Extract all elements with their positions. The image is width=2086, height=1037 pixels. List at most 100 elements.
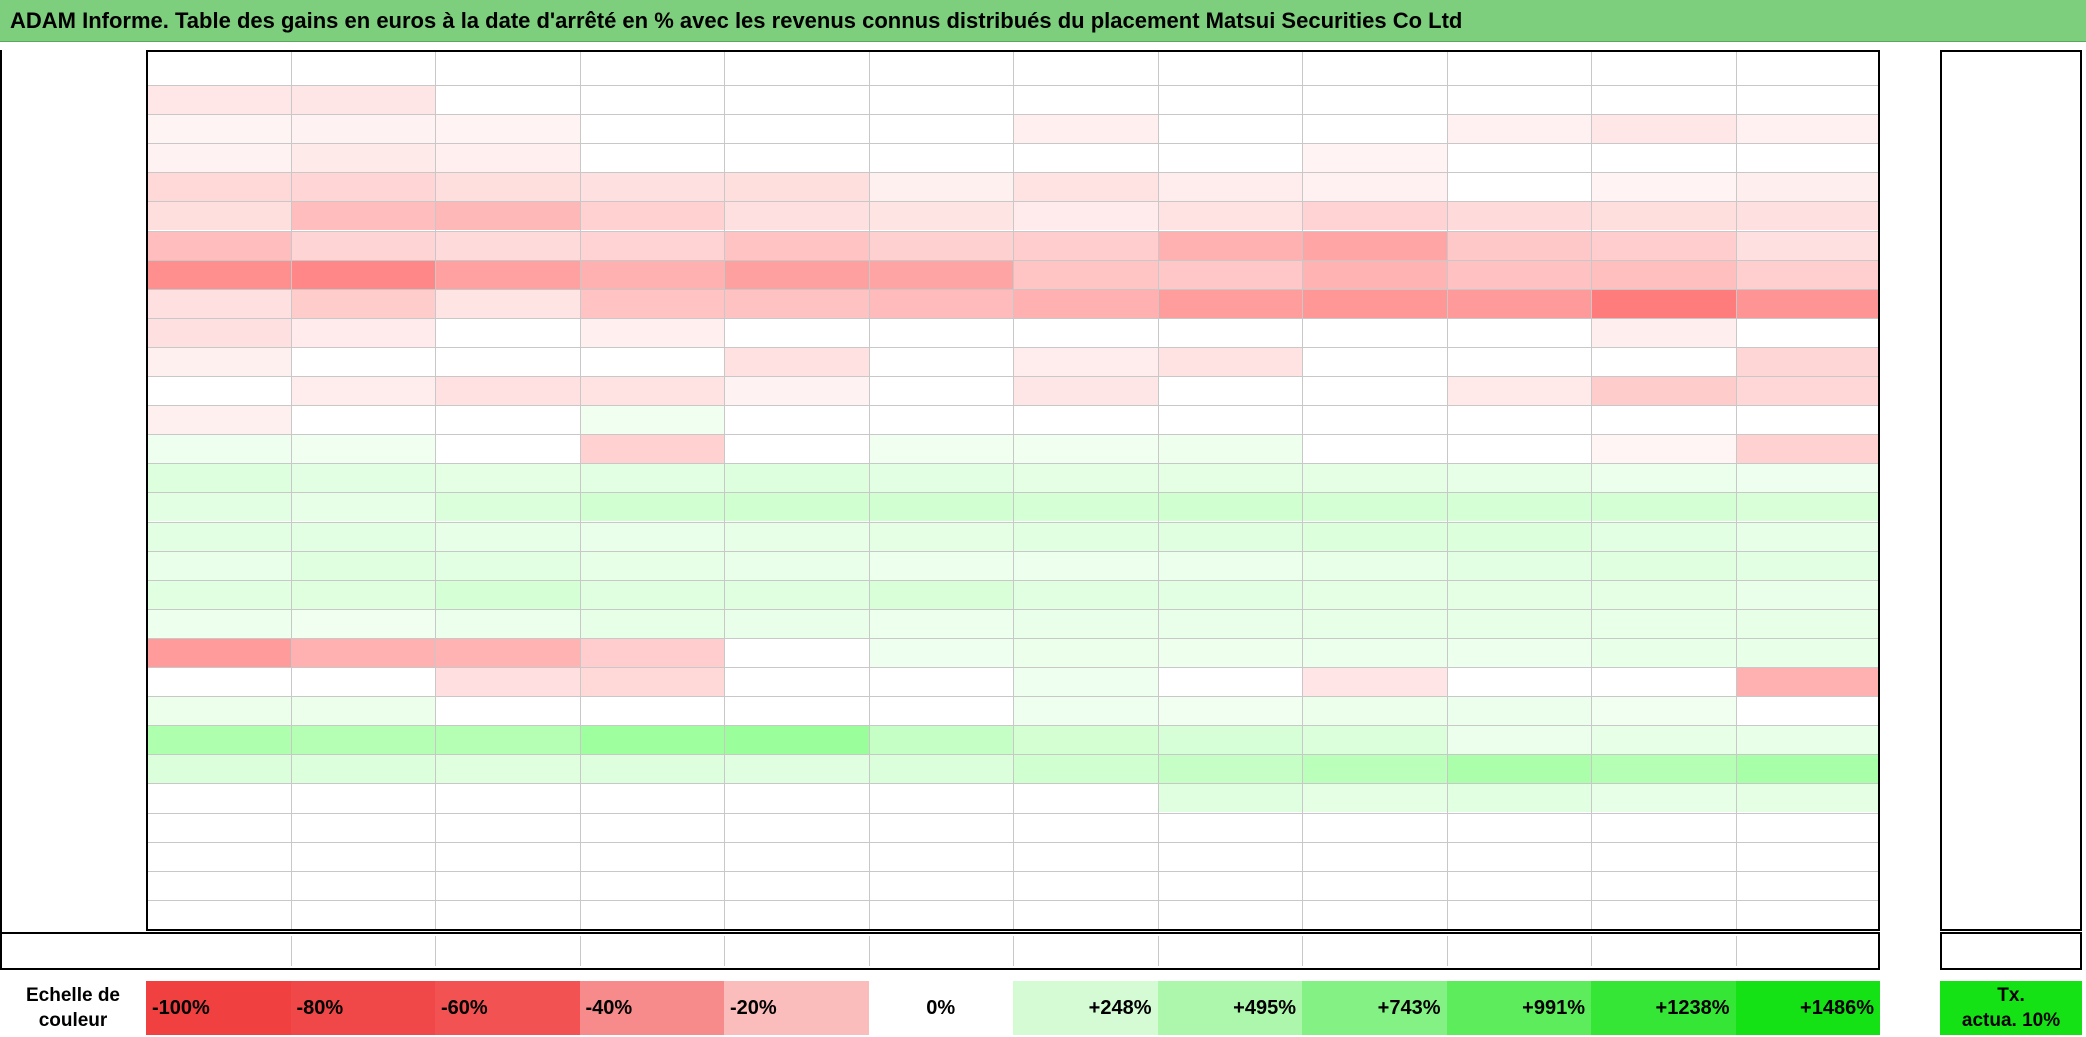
- heatmap-cell: [1592, 260, 1736, 289]
- color-scale-swatch: +495%: [1157, 981, 1302, 1035]
- heatmap-cell: [1159, 86, 1303, 114]
- grid-line: [1591, 50, 1592, 929]
- heatmap-cell: [1014, 814, 1158, 842]
- year-label: [0, 463, 146, 492]
- heatmap-cell: [869, 173, 1013, 202]
- heatmap-cell: [436, 260, 580, 289]
- heatmap-cell: [870, 901, 1014, 929]
- heatmap-cell: [147, 260, 291, 289]
- heatmap-cell: [1592, 755, 1736, 784]
- heatmap-cell: [1159, 668, 1303, 696]
- year-label: [0, 813, 146, 842]
- heatmap-cell: [1159, 901, 1303, 929]
- column-header: [1591, 50, 1736, 83]
- heatmap-cell: [869, 580, 1013, 609]
- rate-box-line: actua. 10%: [1961, 1010, 2061, 1031]
- heatmap-cell: [1303, 86, 1447, 114]
- heatmap-cell: [581, 843, 725, 871]
- heatmap-cell: [1592, 86, 1736, 114]
- heatmap-cell: [1592, 115, 1736, 144]
- heatmap-cell: [1014, 347, 1158, 376]
- heatmap-cell: [147, 872, 291, 900]
- heatmap-cell: [1592, 726, 1736, 755]
- heatmap-cell: [1447, 231, 1591, 260]
- heatmap-cell: [147, 231, 291, 260]
- rate-cell: [1940, 434, 2082, 463]
- heatmap-cell: [1303, 580, 1447, 609]
- footer-total-rate: [1940, 936, 2082, 966]
- heatmap-cell: [292, 784, 436, 812]
- grid-line: [146, 899, 1880, 901]
- heatmap-cell: [1447, 609, 1591, 638]
- heatmap-cell: [147, 668, 291, 696]
- heatmap-cell: [1014, 464, 1158, 493]
- heatmap-cell: [1014, 493, 1158, 522]
- heatmap-cell: [1303, 115, 1447, 143]
- heatmap-cell: [1158, 697, 1302, 726]
- heatmap-cell: [580, 406, 724, 435]
- heatmap-cell: [147, 755, 291, 784]
- grid-line: [146, 550, 1880, 552]
- heatmap-cell: [291, 144, 435, 173]
- heatmap-cell: [580, 551, 724, 580]
- year-label: [0, 551, 146, 580]
- rate-cell: [1940, 231, 2082, 260]
- heatmap-cell: [1158, 231, 1302, 260]
- heatmap-cell: [725, 522, 869, 551]
- heatmap-cell: [1448, 144, 1592, 172]
- grid-line: [1591, 936, 1592, 966]
- heatmap-cell: [1737, 843, 1881, 871]
- grid-line: [435, 936, 436, 966]
- heatmap-cell: [1592, 580, 1736, 609]
- heatmap-cell: [1447, 289, 1591, 318]
- heatmap-cell: [1159, 843, 1303, 871]
- heatmap-cell: [1303, 872, 1447, 900]
- grid-line: [146, 463, 1880, 465]
- heatmap-cell: [1592, 872, 1736, 900]
- rate-cell: [1940, 813, 2082, 842]
- heatmap-cell: [581, 872, 725, 900]
- heatmap-cell: [581, 348, 725, 376]
- heatmap-cell: [147, 784, 291, 812]
- grid-line: [868, 50, 870, 929]
- heatmap-cell: [1447, 580, 1591, 609]
- heatmap-cell: [581, 901, 725, 929]
- grid-line: [435, 50, 436, 929]
- footer-rate-cell: [869, 936, 1014, 966]
- year-label: [0, 172, 146, 201]
- heatmap-cell: [1303, 609, 1447, 638]
- column-header: [724, 50, 869, 83]
- heatmap-cell: [870, 144, 1014, 172]
- heatmap-cell: [291, 202, 435, 231]
- grid-line: [146, 841, 1880, 843]
- heatmap-cell: [1737, 86, 1881, 114]
- heatmap-cell: [147, 726, 291, 755]
- heatmap-cell: [1736, 115, 1880, 144]
- heatmap-cell: [1737, 901, 1881, 929]
- heatmap-cell: [147, 347, 291, 376]
- heatmap-cell: [869, 464, 1013, 493]
- heatmap-cell: [1592, 348, 1736, 376]
- heatmap-cell: [291, 289, 435, 318]
- column-header: [146, 50, 291, 83]
- heatmap-cell: [580, 755, 724, 784]
- heatmap-cell: [725, 202, 869, 231]
- heatmap-cell: [1736, 260, 1880, 289]
- heatmap-cell: [1303, 784, 1447, 813]
- grid-line: [1013, 50, 1014, 929]
- heatmap-cell: [725, 493, 869, 522]
- column-header: [1447, 50, 1592, 83]
- grid-line: [146, 85, 1880, 86]
- footer-rate-cell: [1736, 936, 1881, 966]
- rate-cell: [1940, 347, 2082, 376]
- heatmap-cell: [291, 755, 435, 784]
- heatmap-cell: [291, 726, 435, 755]
- heatmap-cell: [869, 289, 1013, 318]
- heatmap-cell: [1303, 406, 1447, 434]
- heatmap-cell: [1736, 493, 1880, 522]
- grid-line: [146, 754, 1880, 756]
- grid-line: [146, 579, 1880, 581]
- year-label: [0, 201, 146, 230]
- heatmap-cell: [1592, 144, 1736, 172]
- footer-rate-cell: [1447, 936, 1592, 966]
